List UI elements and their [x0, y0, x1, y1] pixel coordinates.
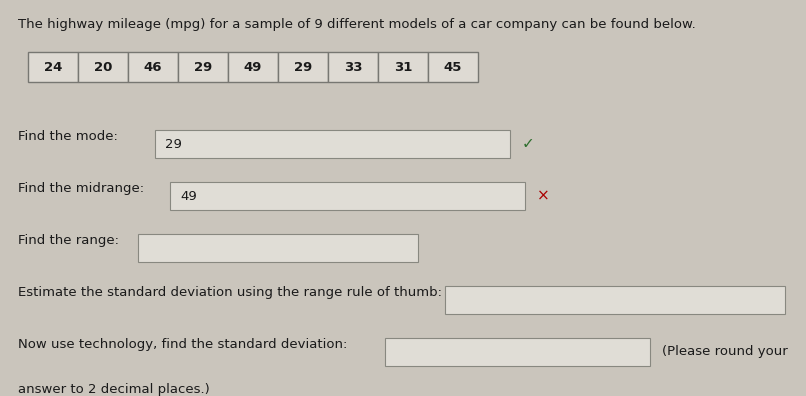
- Text: Find the range:: Find the range:: [18, 234, 119, 247]
- FancyBboxPatch shape: [155, 130, 510, 158]
- Text: 20: 20: [93, 61, 112, 74]
- Text: 45: 45: [444, 61, 462, 74]
- Text: answer to 2 decimal places.): answer to 2 decimal places.): [18, 383, 210, 396]
- Text: 29: 29: [194, 61, 212, 74]
- FancyBboxPatch shape: [385, 338, 650, 366]
- Text: 31: 31: [394, 61, 412, 74]
- FancyBboxPatch shape: [138, 234, 418, 262]
- FancyBboxPatch shape: [28, 52, 78, 82]
- Text: ×: ×: [537, 188, 550, 204]
- FancyBboxPatch shape: [170, 182, 525, 210]
- Text: Find the midrange:: Find the midrange:: [18, 182, 144, 195]
- Text: Find the mode:: Find the mode:: [18, 130, 118, 143]
- Text: (Please round your: (Please round your: [662, 345, 787, 358]
- Text: 29: 29: [165, 137, 182, 150]
- Text: 49: 49: [180, 190, 197, 202]
- Text: Now use technology, find the standard deviation:: Now use technology, find the standard de…: [18, 338, 347, 351]
- Text: 29: 29: [294, 61, 312, 74]
- FancyBboxPatch shape: [128, 52, 178, 82]
- Text: 33: 33: [343, 61, 362, 74]
- FancyBboxPatch shape: [445, 286, 785, 314]
- FancyBboxPatch shape: [228, 52, 278, 82]
- FancyBboxPatch shape: [428, 52, 478, 82]
- FancyBboxPatch shape: [328, 52, 378, 82]
- Text: The highway mileage (mpg) for a sample of 9 different models of a car company ca: The highway mileage (mpg) for a sample o…: [18, 18, 696, 31]
- FancyBboxPatch shape: [378, 52, 428, 82]
- Text: 24: 24: [44, 61, 62, 74]
- Text: ✓: ✓: [522, 137, 534, 152]
- FancyBboxPatch shape: [178, 52, 228, 82]
- FancyBboxPatch shape: [278, 52, 328, 82]
- Text: Estimate the standard deviation using the range rule of thumb:: Estimate the standard deviation using th…: [18, 286, 442, 299]
- FancyBboxPatch shape: [78, 52, 128, 82]
- Text: 49: 49: [243, 61, 262, 74]
- Text: 46: 46: [143, 61, 162, 74]
